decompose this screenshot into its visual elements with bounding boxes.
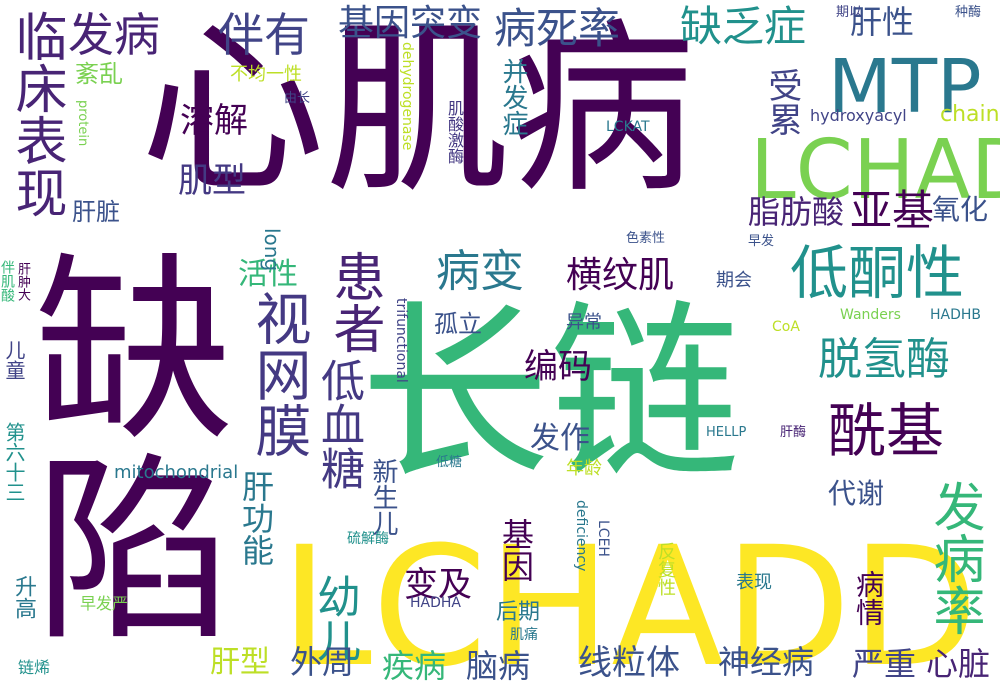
word-deficiency: deficiency [573,500,589,572]
word-ganxing-type: 肝型 [210,645,270,680]
word-zaofa: 早发 [748,234,775,249]
word-houqi: 后期 [496,600,541,625]
word-ertong: 儿童 [2,340,26,380]
word-fazuo: 发作 [530,421,590,456]
word-zaofayan: 早发严 [80,594,129,613]
word-lchadd: LCHADD [280,511,979,700]
word-bingqing: 病情 [852,570,885,626]
word-xinshenger: 新生儿 [368,458,398,536]
word-bujunyixing: 不均一性 [230,64,302,85]
word-chain: chain [940,102,1000,127]
word-zhifangsuan: 脂肪酸 [748,193,845,231]
word-bingsilv: 病死率 [494,4,621,53]
word-long: long [260,228,284,272]
word-liujiemei: 硫解酶 [347,531,389,547]
word-protein: protein [75,100,90,147]
word-xianji: 酰基 [828,397,945,465]
word-lckat: LCKAT [606,119,650,135]
word-jisuanjimei: 肌酸激酶 [445,100,464,164]
word-hadhb: HADHB [930,307,982,323]
word-shiwangmo: 视网膜 [246,290,311,458]
word-trifunctional: trifunctional [393,298,409,383]
word-hadha: HADHA [410,595,461,611]
word-ganmei: 肝酶 [780,425,807,440]
word-jitong: 肌痛 [510,627,538,643]
word-banyou: 伴有 [218,8,310,62]
word-ganxing: 肝性 [850,3,915,41]
word-youchang: 由长 [284,91,311,106]
word-jiyin: 基因 [497,518,535,582]
word-rongjie: 溶解 [180,101,248,141]
word-biaoxian: 表现 [736,572,772,593]
word-bingbian: 病变 [436,246,524,297]
word-coa: CoA [772,319,800,335]
word-changlian: 长链 [360,284,741,505]
word-shenjingbing: 神经病 [718,643,815,681]
word-yaji: 亚基 [850,186,935,235]
word-fabinglv: 发病率 [924,480,984,636]
word-jibing: 疾病 [382,647,447,685]
word-huoxing: 活性 [238,257,298,292]
word-quefazheng: 缺乏症 [680,2,807,51]
word-yanghua: 氧化 [932,193,989,226]
word-bianma: 编码 [524,347,592,387]
word-lceh: LCEH [595,520,611,557]
word-daixie: 代谢 [828,477,885,510]
word-bianji: 变及 [404,565,472,605]
word-hellp: HELLP [706,425,747,440]
word-wanders: Wanders [840,307,901,323]
word-quexian: 缺陷 [0,245,232,645]
word-jixing: 肌型 [178,161,246,201]
word-shenggao: 升高 [11,575,36,619]
word-qihui: 期会 [716,270,752,291]
word-bingfazheng: 并发症 [498,58,528,136]
word-dixuetang: 低血糖 [313,358,364,490]
word-hydroxyacyl: hydroxyacyl [810,106,907,125]
word-ganzhongda: 肝肿大 [15,262,30,301]
word-mitochondrial: mitochondrial [114,462,239,483]
word-shoulei: 受累 [762,68,802,136]
word-dehydrogenase: dehydrogenase [399,42,415,151]
word-qiyi: 期以 [836,5,863,20]
word-huanzhe: 患者 [324,250,384,354]
word-linchuangbiaoxian: 临床表现 [6,10,66,218]
word-fanfuxing: 反复性 [655,542,676,596]
word-lchad: LCHAD [750,123,1000,218]
word-guli: 孤立 [434,310,482,338]
word-wenluan: 紊乱 [75,60,123,88]
word-ditang: 低糖 [436,455,463,470]
word-mtp: MTP [828,44,982,130]
word-fabing: 发病 [68,8,160,62]
word-naobing: 脑病 [466,647,531,685]
word-waizhou: 外周 [290,643,355,681]
word-jiyintubian: 基因突变 [338,3,483,44]
word-ditongxing: 低酮性 [790,239,965,307]
word-xianliti: 线粒体 [578,643,680,683]
word-gangongneng: 肝功能 [237,470,275,566]
word-youer: 幼儿 [309,574,360,662]
word-yichang: 异常 [566,312,602,333]
word-lianxi: 链烯 [18,658,51,677]
word-sesuxing: 色素性 [626,231,666,246]
word-ganzang: 肝脏 [72,198,120,226]
word-yanzhong: 严重 [852,645,917,683]
word-xinzang: 心脏 [926,645,991,683]
word-banjisuan: 伴肌酸 [0,260,15,302]
word-tuoqingmei: 脱氢酶 [818,334,950,385]
word-hengwenji: 横纹肌 [566,255,675,296]
word-zhongmei: 种酶 [955,5,982,20]
word-xinjibing: 心肌病 [140,2,695,218]
word-diliushisan: 第六十三 [2,422,26,502]
word-nianling: 年龄 [566,458,602,479]
